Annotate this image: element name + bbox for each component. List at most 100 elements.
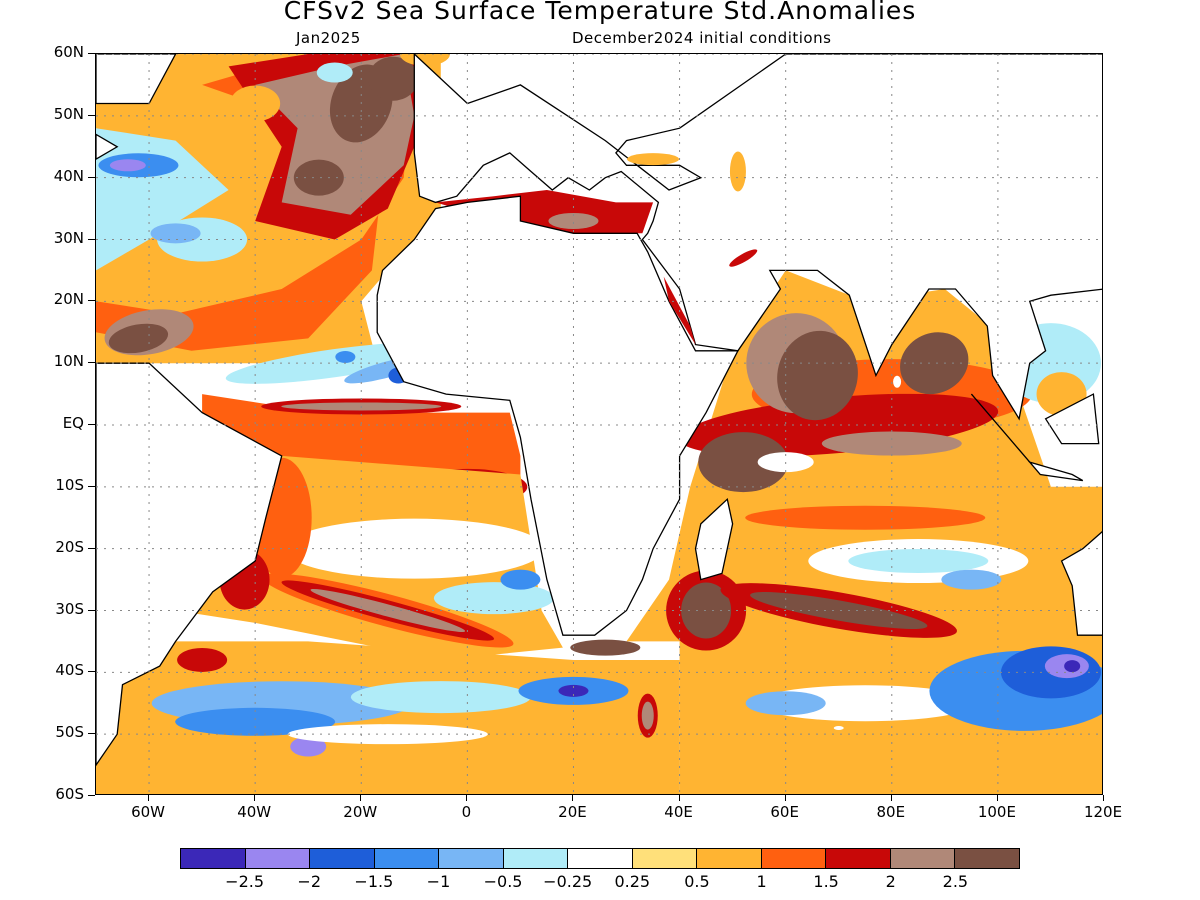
chart-title: CFSv2 Sea Surface Temperature Std.Anomal…: [283, 0, 917, 25]
lon-tick: [890, 795, 892, 801]
colorbar-label: 1.5: [813, 872, 839, 891]
borneo-land: [1044, 393, 1100, 445]
lat-tick-label: 50N: [53, 104, 84, 123]
lon-tick-label: 80E: [876, 803, 906, 821]
colorbar-swatch: [761, 849, 827, 868]
colorbar-label: −2: [297, 872, 322, 891]
anomaly-patch: [96, 641, 680, 794]
sri-lanka-land: [893, 375, 902, 388]
colorbar-swatch: [955, 849, 1019, 868]
anomaly-patch: [310, 588, 466, 633]
lon-tick: [784, 795, 786, 801]
lat-tick-label: 20N: [53, 290, 84, 309]
colorbar-label: −0.5: [483, 872, 523, 891]
anomaly-patch: [350, 681, 531, 714]
anomaly-patch: [108, 323, 169, 354]
lon-tick: [148, 795, 150, 801]
anomaly-patch: [96, 54, 415, 351]
lat-tick-label: EQ: [62, 414, 84, 432]
lat-tick-label: 20S: [55, 537, 84, 556]
lat-tick: [88, 238, 95, 240]
anomaly-patch: [433, 582, 554, 615]
lon-tick: [572, 795, 574, 801]
anomaly-patch: [698, 432, 789, 493]
anomaly-patch: [500, 569, 541, 590]
anomaly-patch: [570, 639, 641, 656]
colorbar-label: −2.5: [225, 872, 265, 891]
sumatra-land: [970, 393, 1031, 463]
kerguelen-island: [833, 725, 844, 730]
colorbar-label: 0.5: [684, 872, 710, 891]
anomaly-patch: [900, 332, 969, 395]
anomaly-patch: [941, 569, 1002, 590]
colorbar-label: −1: [426, 872, 451, 891]
anomaly-patch: [214, 763, 615, 792]
madagascar-land: [694, 497, 734, 581]
lon-tick: [254, 795, 256, 801]
eurasia-land: [413, 54, 1102, 421]
lon-tick-label: 40E: [664, 803, 693, 821]
anomaly-patch: [821, 431, 962, 456]
colorbar-label: 1: [756, 872, 767, 891]
lon-tick: [1103, 795, 1104, 801]
colorbar-label: 2.5: [942, 872, 969, 891]
lat-tick: [88, 733, 95, 735]
anomaly-patch: [1064, 660, 1081, 673]
lon-tick: [360, 795, 362, 801]
anomaly-patch: [399, 54, 450, 66]
colorbar-swatch: [826, 849, 891, 868]
anomaly-patch: [109, 159, 146, 172]
anomaly-patch: [175, 707, 336, 736]
anomaly-patch: [177, 647, 228, 672]
lat-tick: [88, 53, 95, 54]
anomaly-patch: [745, 505, 986, 530]
anomaly-patch: [335, 350, 356, 363]
anomaly-patch: [777, 330, 858, 421]
anomaly-patch: [848, 549, 989, 574]
lat-tick: [88, 609, 95, 611]
lon-tick-label: 120E: [1083, 803, 1123, 821]
lat-tick-label: 60S: [55, 785, 84, 803]
initial-conditions: December2024 initial conditions: [572, 29, 832, 47]
anomaly-patch: [287, 724, 488, 745]
persian-gulf: [729, 249, 758, 267]
java-land: [1027, 460, 1084, 482]
anomaly-patch: [558, 684, 589, 697]
anomaly-patch: [641, 701, 654, 730]
lon-tick: [678, 795, 680, 801]
map-frame: [95, 53, 1103, 795]
colorbar-swatch: [890, 849, 956, 868]
black-sea: [627, 153, 680, 166]
lat-tick: [88, 795, 95, 796]
anomaly-patch: [750, 592, 928, 629]
colorbar-swatch: [697, 849, 762, 868]
lat-tick-label: 30S: [55, 599, 84, 618]
lon-tick: [466, 795, 468, 801]
lat-tick: [88, 671, 95, 673]
lat-tick: [88, 114, 95, 116]
colorbar-swatch: [568, 849, 633, 868]
lat-tick-label: 30N: [53, 228, 84, 247]
labrador-land: [96, 54, 177, 105]
colorbar-label: 0.25: [614, 872, 651, 891]
lat-tick-label: 40N: [53, 166, 84, 185]
lat-tick: [88, 485, 95, 487]
north-america-land: [96, 133, 119, 160]
lat-tick: [88, 547, 95, 549]
lat-tick: [88, 176, 95, 178]
lat-tick-label: 50S: [55, 723, 84, 742]
colorbar-swatch: [245, 849, 311, 868]
caspian-sea: [729, 151, 746, 192]
lon-tick-label: 40W: [237, 803, 272, 821]
south-america-land: [96, 362, 283, 767]
anomaly-patch: [721, 763, 1062, 792]
colorbar-label: −0.25: [543, 872, 593, 891]
lat-tick-label: 10S: [55, 475, 84, 494]
colorbar-swatch: [439, 849, 504, 868]
lat-tick-label: 60N: [53, 43, 84, 61]
lon-tick-label: 60E: [770, 803, 799, 821]
lon-tick-label: 20W: [343, 803, 378, 821]
anomaly-patch: [293, 159, 344, 196]
anomaly-patch: [290, 736, 327, 757]
colorbar: [180, 848, 1020, 869]
